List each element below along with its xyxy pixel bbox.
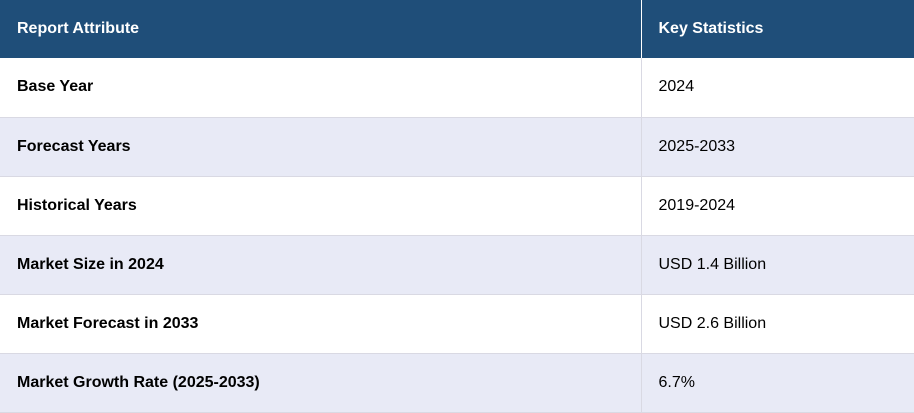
value-cell: USD 1.4 Billion — [641, 235, 914, 295]
table-row: Market Size in 2024 USD 1.4 Billion — [0, 235, 914, 295]
attribute-cell: Forecast Years — [0, 117, 642, 177]
value-cell: 6.7% — [641, 353, 914, 413]
value-cell: 2024 — [641, 58, 914, 118]
table-row: Market Forecast in 2033 USD 2.6 Billion — [0, 294, 914, 354]
table-header-row: Report Attribute Key Statistics — [0, 0, 914, 58]
table-row: Forecast Years 2025-2033 — [0, 117, 914, 177]
attribute-cell: Market Size in 2024 — [0, 235, 642, 295]
value-cell: 2025-2033 — [641, 117, 914, 177]
attribute-cell: Market Growth Rate (2025-2033) — [0, 353, 642, 413]
table-row: Historical Years 2019-2024 — [0, 176, 914, 236]
attribute-cell: Base Year — [0, 58, 642, 118]
value-cell: 2019-2024 — [641, 176, 914, 236]
value-cell: USD 2.6 Billion — [641, 294, 914, 354]
attribute-cell: Market Forecast in 2033 — [0, 294, 642, 354]
table-row: Market Growth Rate (2025-2033) 6.7% — [0, 353, 914, 413]
attribute-cell: Historical Years — [0, 176, 642, 236]
header-report-attribute: Report Attribute — [0, 0, 642, 58]
header-key-statistics: Key Statistics — [641, 0, 914, 58]
table-row: Base Year 2024 — [0, 58, 914, 118]
